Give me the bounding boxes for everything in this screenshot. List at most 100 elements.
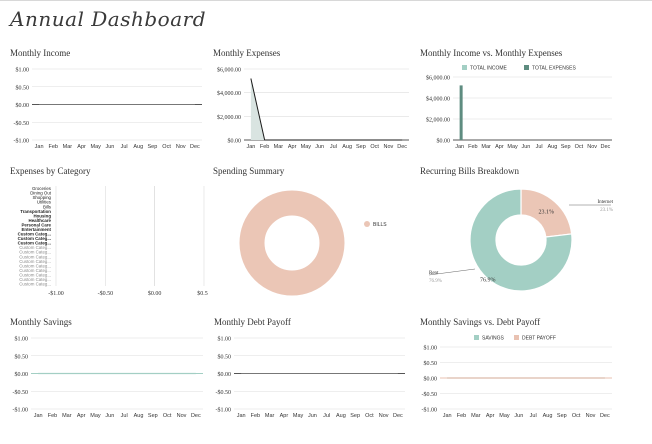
- x-tick-label: Mar: [62, 413, 72, 419]
- x-tick-label: Dec: [600, 144, 610, 150]
- legend-swatch: [524, 65, 529, 70]
- income-vs-expenses-chart: $6,000.00 $4,000.00 $2,000.00 $0.00 Jan Feb Ma…: [426, 65, 612, 150]
- x-tick-label: Jul: [536, 144, 543, 150]
- x-tick-label: Aug: [336, 413, 346, 419]
- x-tick-label: Mar: [274, 144, 284, 150]
- x-tick-label: Dec: [190, 144, 200, 150]
- x-tick-label: Jun: [521, 144, 530, 150]
- category-label: Transportation: [20, 209, 51, 214]
- y-tick-label: $0.00: [218, 371, 232, 378]
- y-tick-label: $0.00: [16, 102, 30, 109]
- x-tick-label: $0.50: [197, 290, 208, 297]
- savings-vs-debt-title: Monthly Savings vs. Debt Payoff: [420, 317, 541, 327]
- legend-swatch: [474, 335, 479, 340]
- x-tick-label: Apr: [77, 144, 86, 150]
- y-tick-label: -$0.50: [422, 391, 438, 398]
- legend-swatch: [514, 335, 519, 340]
- x-tick-label: Jun: [105, 144, 114, 150]
- y-tick-label: $0.00: [437, 138, 451, 145]
- x-tick-label: Oct: [365, 413, 374, 419]
- category-label: Shopping: [32, 195, 51, 200]
- dashboard-title: Annual Dashboard: [10, 7, 206, 31]
- x-tick-label: Apr: [77, 413, 86, 419]
- panel-savings-vs-debt: Monthly Savings vs. Debt Payoff $1.00 $0.…: [420, 317, 616, 423]
- y-tick-label: -$1.00: [422, 407, 438, 414]
- y-tick-label: $1.00: [424, 345, 438, 352]
- x-tick-label: Aug: [133, 144, 143, 150]
- legend-label: TOTAL EXPENSES: [532, 66, 576, 72]
- spending-summary-title: Spending Summary: [213, 166, 285, 176]
- legend-label: SAVINGS: [482, 336, 505, 342]
- x-tick-label: Feb: [260, 144, 269, 150]
- rent-callout-value: 76.9%: [429, 279, 442, 284]
- panel-monthly-savings: Monthly Savings $1.00 $0.50 $0.00 -$0.50 -$1…: [10, 317, 208, 423]
- x-tick-label: -$0.50: [98, 290, 114, 297]
- monthly-debt-payoff-title: Monthly Debt Payoff: [214, 317, 291, 327]
- category-label: Healthcare: [29, 218, 52, 223]
- y-tick-label: -$1.00: [14, 138, 30, 145]
- bills-slice: [238, 189, 346, 297]
- x-tick-label: May: [293, 413, 304, 419]
- x-tick-label: Mar: [265, 413, 275, 419]
- y-tick-label: $6,000.00: [426, 75, 450, 82]
- expenses-series-line: [250, 78, 403, 141]
- x-tick-label: May: [499, 413, 510, 419]
- category-label: Custom Categ...: [19, 259, 51, 264]
- category-label: Housing: [33, 213, 51, 218]
- x-tick-label: Sep: [356, 144, 366, 150]
- x-tick-label: Oct: [575, 144, 584, 150]
- monthly-savings-chart: $1.00 $0.50 $0.00 -$0.50 -$1.00 Jan Feb Mar Apr M…: [13, 336, 203, 419]
- panel-expenses-by-category: Expenses by Category -$1.00 -$0.50 $0.00 $0…: [10, 166, 208, 300]
- x-tick-label: Apr: [288, 144, 297, 150]
- category-label: Custom Categ...: [19, 268, 51, 273]
- legend-swatch: [364, 221, 370, 227]
- x-tick-label: Oct: [370, 144, 379, 150]
- monthly-income-chart: $1.00 $0.50 $0.00 -$0.50 -$1.00 Jan Feb Mar Apr M…: [14, 67, 202, 150]
- expenses-area: [250, 78, 403, 140]
- x-tick-label: Jan: [443, 413, 452, 419]
- spending-summary-chart: BILLS: [238, 189, 387, 297]
- category-label: Custom Categ...: [18, 232, 51, 237]
- x-tick-label: Nov: [586, 413, 596, 419]
- y-tick-label: $0.50: [16, 84, 30, 91]
- y-tick-label: -$0.50: [216, 389, 232, 396]
- y-tick-label: $4,000.00: [426, 96, 450, 103]
- x-tick-label: Oct: [572, 413, 581, 419]
- rent-data-label: 76.9%: [480, 277, 496, 283]
- internet-data-label: 23.1%: [538, 210, 554, 216]
- y-tick-label: -$1.00: [13, 407, 29, 414]
- y-tick-label: $1.00: [16, 67, 30, 74]
- expenses-by-category-title: Expenses by Category: [10, 166, 91, 176]
- x-tick-label: Jun: [315, 144, 324, 150]
- x-tick-label: Dec: [191, 413, 201, 419]
- x-tick-label: Apr: [486, 413, 495, 419]
- category-label: Utilities: [37, 200, 52, 205]
- y-tick-label: $0.00: [424, 376, 438, 383]
- category-label: Custom Categ...: [19, 277, 51, 282]
- y-tick-label: -$0.50: [13, 389, 29, 396]
- category-label: Custom Categ...: [19, 263, 51, 268]
- category-label: Custom Categ...: [18, 236, 51, 241]
- x-tick-label: Sep: [148, 413, 158, 419]
- x-tick-label: Jul: [121, 413, 128, 419]
- category-label: Custom Categ...: [18, 241, 51, 246]
- x-tick-label: Oct: [162, 144, 171, 150]
- panel-income-vs-expenses: Monthly Income vs. Monthly Expenses $6,0…: [420, 48, 616, 154]
- monthly-expenses-title: Monthly Expenses: [213, 48, 281, 58]
- x-tick-label: Aug: [543, 413, 553, 419]
- x-tick-label: Dec: [393, 413, 403, 419]
- x-tick-label: Aug: [134, 413, 144, 419]
- x-tick-label: Nov: [383, 144, 393, 150]
- rent-callout-line: [428, 268, 476, 276]
- x-tick-label: Jan: [455, 144, 464, 150]
- x-tick-label: Aug: [547, 144, 557, 150]
- legend-label: DEBT PAYOFF: [522, 336, 556, 342]
- x-tick-label: Apr: [280, 413, 289, 419]
- rent-slice: [469, 188, 573, 292]
- y-tick-label: $6,000.00: [217, 67, 241, 74]
- x-tick-label: Jul: [330, 144, 337, 150]
- x-tick-label: Jun: [308, 413, 317, 419]
- x-tick-label: Dec: [397, 144, 407, 150]
- x-tick-label: Jan: [35, 144, 44, 150]
